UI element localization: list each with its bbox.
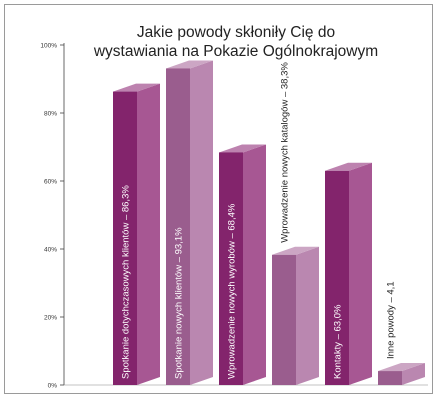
bar-label: Inne powody – 4,1 bbox=[386, 281, 397, 359]
bar-front-face bbox=[325, 170, 349, 385]
bar-top-face bbox=[166, 60, 213, 69]
bar-side-face bbox=[243, 144, 266, 385]
y-tick-label: 80% bbox=[44, 111, 57, 118]
y-tick-label: 40% bbox=[44, 247, 57, 254]
bar-label: Wprowadzenie nowych wyrobów – 68,4% bbox=[227, 203, 238, 379]
bar-front-face bbox=[378, 371, 402, 385]
bar-6: Inne powody – 4,1 bbox=[378, 281, 425, 385]
bar-label: Spotkanie dotychczasowych klientów – 86,… bbox=[121, 185, 132, 379]
bar-label: Spotkanie nowych klientów – 93,1% bbox=[174, 227, 185, 379]
bar-side-face bbox=[137, 83, 160, 385]
bar-front-face bbox=[219, 152, 243, 385]
bar-5: Kontakty – 63,0% bbox=[325, 162, 372, 385]
y-tick-label: 20% bbox=[44, 315, 57, 322]
bar-front-face bbox=[272, 254, 296, 385]
bar-side-face bbox=[349, 162, 372, 385]
bar-3: Wprowadzenie nowych wyrobów – 68,4% bbox=[219, 144, 266, 385]
bar-top-face bbox=[113, 83, 160, 92]
bar-side-face bbox=[402, 363, 425, 385]
y-tick-label: 60% bbox=[44, 179, 57, 186]
bar-top-face bbox=[219, 144, 266, 153]
bar-top-face bbox=[378, 363, 425, 372]
bar-front-face bbox=[113, 91, 137, 385]
y-tick-label: 100% bbox=[40, 43, 57, 50]
y-tick-label: 0% bbox=[48, 383, 58, 390]
bar-front-face bbox=[166, 68, 190, 386]
bar-side-face bbox=[296, 246, 319, 385]
bar-label: Kontakty – 63,0% bbox=[333, 304, 344, 379]
bar-top-face bbox=[325, 162, 372, 171]
bar-4: Wprowadzenie nowych katalogów – 38,3% bbox=[272, 62, 319, 385]
chart-title-line-2: wystawiania na Pokazie Ogólnokrajowym bbox=[93, 43, 378, 60]
bar-top-face bbox=[272, 246, 319, 255]
bar-label: Wprowadzenie nowych katalogów – 38,3% bbox=[280, 62, 291, 243]
bar-2: Spotkanie nowych klientów – 93,1% bbox=[166, 60, 213, 386]
chart-title-line-1: Jakie powody skłoniły Cię do bbox=[137, 24, 335, 41]
bar-side-face bbox=[190, 60, 213, 386]
bar-1: Spotkanie dotychczasowych klientów – 86,… bbox=[113, 83, 160, 385]
bars: Spotkanie dotychczasowych klientów – 86,… bbox=[113, 60, 425, 386]
